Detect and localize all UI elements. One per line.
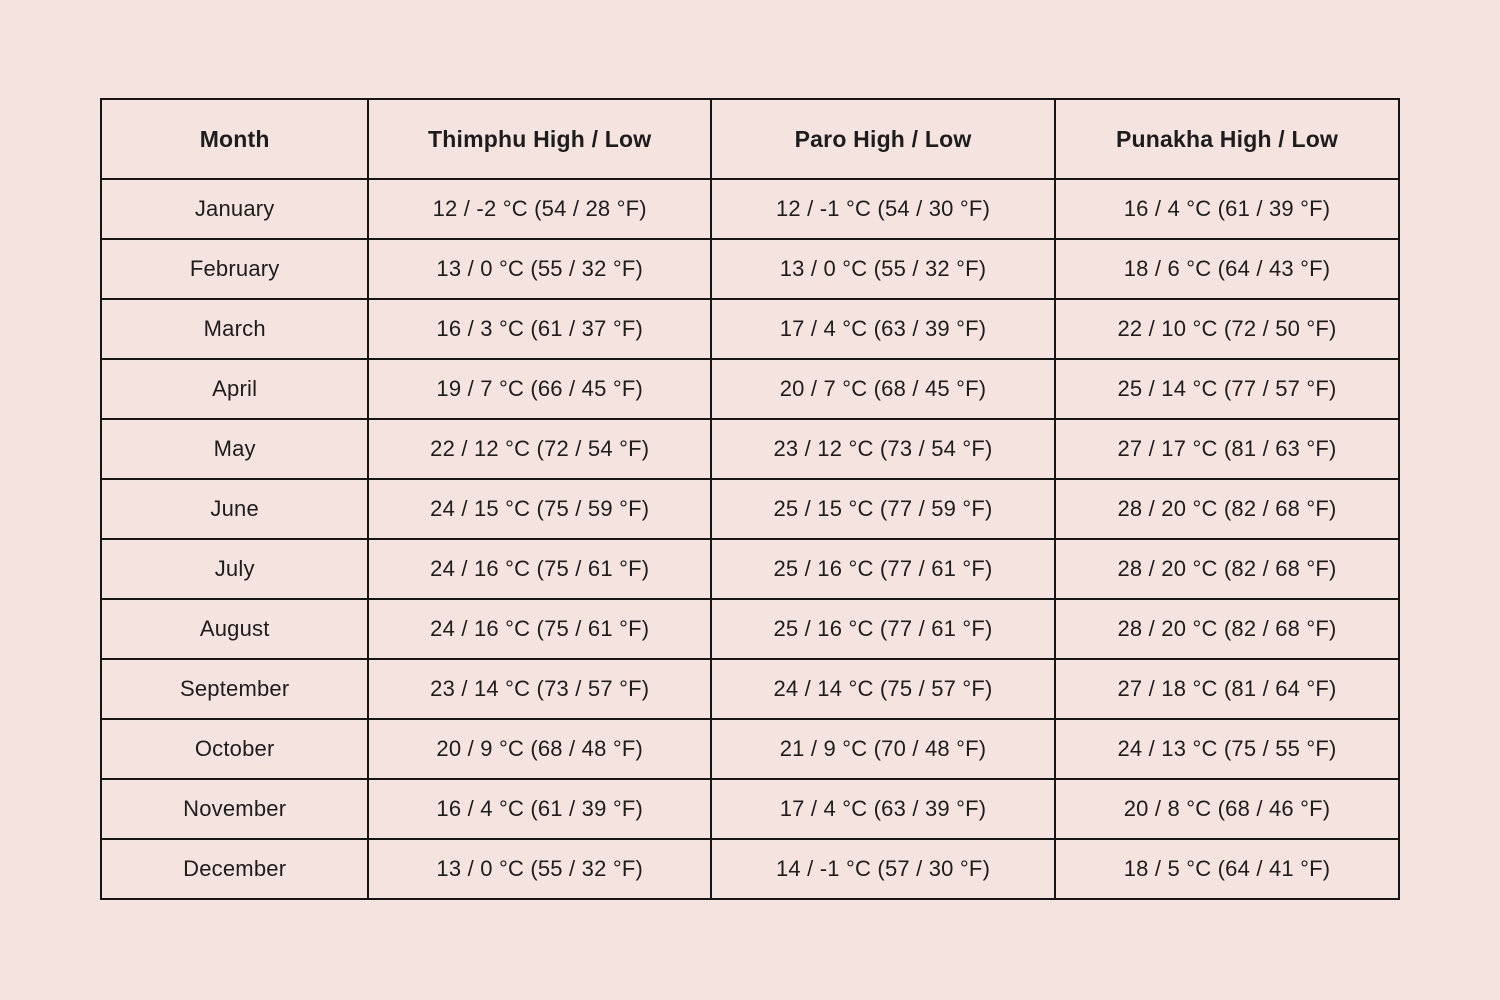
table-row: October 20 / 9 °C (68 / 48 °F) 21 / 9 °C… — [99, 718, 1400, 780]
table-row: June 24 / 15 °C (75 / 59 °F) 25 / 15 °C … — [99, 478, 1400, 540]
table-row: August 24 / 16 °C (75 / 61 °F) 25 / 16 °… — [99, 598, 1400, 660]
month-cell: October — [99, 718, 370, 780]
paro-cell: 17 / 4 °C (63 / 39 °F) — [710, 778, 1057, 840]
thimphu-cell: 23 / 14 °C (73 / 57 °F) — [367, 658, 713, 720]
table-row: March 16 / 3 °C (61 / 37 °F) 17 / 4 °C (… — [99, 298, 1400, 360]
punakha-cell: 18 / 6 °C (64 / 43 °F) — [1054, 238, 1400, 300]
month-cell: February — [99, 238, 370, 300]
table-row: May 22 / 12 °C (72 / 54 °F) 23 / 12 °C (… — [99, 418, 1400, 480]
month-cell: July — [99, 538, 370, 600]
table-header: Month Thimphu High / Low Paro High / Low… — [99, 98, 1400, 180]
thimphu-cell: 13 / 0 °C (55 / 32 °F) — [367, 838, 713, 900]
monthly-climate-table: Month Thimphu High / Low Paro High / Low… — [99, 98, 1400, 900]
month-cell: April — [99, 358, 370, 420]
thimphu-cell: 24 / 16 °C (75 / 61 °F) — [367, 598, 713, 660]
table-row: December 13 / 0 °C (55 / 32 °F) 14 / -1 … — [99, 838, 1400, 900]
table-row: November 16 / 4 °C (61 / 39 °F) 17 / 4 °… — [99, 778, 1400, 840]
thimphu-cell: 24 / 16 °C (75 / 61 °F) — [367, 538, 713, 600]
column-header-month: Month — [99, 98, 370, 180]
paro-cell: 14 / -1 °C (57 / 30 °F) — [710, 838, 1057, 900]
punakha-cell: 28 / 20 °C (82 / 68 °F) — [1054, 538, 1400, 600]
punakha-cell: 27 / 17 °C (81 / 63 °F) — [1054, 418, 1400, 480]
punakha-cell: 16 / 4 °C (61 / 39 °F) — [1054, 178, 1400, 240]
paro-cell: 12 / -1 °C (54 / 30 °F) — [710, 178, 1057, 240]
column-header-thimphu: Thimphu High / Low — [367, 98, 713, 180]
table-row: January 12 / -2 °C (54 / 28 °F) 12 / -1 … — [99, 178, 1400, 240]
punakha-cell: 24 / 13 °C (75 / 55 °F) — [1054, 718, 1400, 780]
paro-cell: 24 / 14 °C (75 / 57 °F) — [710, 658, 1057, 720]
month-cell: March — [99, 298, 370, 360]
header-row: Month Thimphu High / Low Paro High / Low… — [99, 98, 1400, 180]
month-cell: June — [99, 478, 370, 540]
column-header-punakha: Punakha High / Low — [1054, 98, 1400, 180]
punakha-cell: 18 / 5 °C (64 / 41 °F) — [1054, 838, 1400, 900]
month-cell: November — [99, 778, 370, 840]
paro-cell: 20 / 7 °C (68 / 45 °F) — [710, 358, 1057, 420]
table-row: September 23 / 14 °C (73 / 57 °F) 24 / 1… — [99, 658, 1400, 720]
table-row: February 13 / 0 °C (55 / 32 °F) 13 / 0 °… — [99, 238, 1400, 300]
paro-cell: 13 / 0 °C (55 / 32 °F) — [710, 238, 1057, 300]
month-cell: December — [99, 838, 370, 900]
paro-cell: 25 / 16 °C (77 / 61 °F) — [710, 598, 1057, 660]
table-row: July 24 / 16 °C (75 / 61 °F) 25 / 16 °C … — [99, 538, 1400, 600]
month-cell: September — [99, 658, 370, 720]
paro-cell: 17 / 4 °C (63 / 39 °F) — [710, 298, 1057, 360]
table-row: April 19 / 7 °C (66 / 45 °F) 20 / 7 °C (… — [99, 358, 1400, 420]
thimphu-cell: 24 / 15 °C (75 / 59 °F) — [367, 478, 713, 540]
paro-cell: 25 / 16 °C (77 / 61 °F) — [710, 538, 1057, 600]
punakha-cell: 20 / 8 °C (68 / 46 °F) — [1054, 778, 1400, 840]
table-body: January 12 / -2 °C (54 / 28 °F) 12 / -1 … — [99, 178, 1400, 900]
paro-cell: 21 / 9 °C (70 / 48 °F) — [710, 718, 1057, 780]
paro-cell: 23 / 12 °C (73 / 54 °F) — [710, 418, 1057, 480]
punakha-cell: 22 / 10 °C (72 / 50 °F) — [1054, 298, 1400, 360]
thimphu-cell: 16 / 3 °C (61 / 37 °F) — [367, 298, 713, 360]
paro-cell: 25 / 15 °C (77 / 59 °F) — [710, 478, 1057, 540]
punakha-cell: 27 / 18 °C (81 / 64 °F) — [1054, 658, 1400, 720]
thimphu-cell: 19 / 7 °C (66 / 45 °F) — [367, 358, 713, 420]
thimphu-cell: 12 / -2 °C (54 / 28 °F) — [367, 178, 713, 240]
punakha-cell: 28 / 20 °C (82 / 68 °F) — [1054, 598, 1400, 660]
thimphu-cell: 16 / 4 °C (61 / 39 °F) — [367, 778, 713, 840]
thimphu-cell: 13 / 0 °C (55 / 32 °F) — [367, 238, 713, 300]
month-cell: January — [99, 178, 370, 240]
punakha-cell: 25 / 14 °C (77 / 57 °F) — [1054, 358, 1400, 420]
punakha-cell: 28 / 20 °C (82 / 68 °F) — [1054, 478, 1400, 540]
thimphu-cell: 20 / 9 °C (68 / 48 °F) — [367, 718, 713, 780]
month-cell: August — [99, 598, 370, 660]
column-header-paro: Paro High / Low — [710, 98, 1057, 180]
thimphu-cell: 22 / 12 °C (72 / 54 °F) — [367, 418, 713, 480]
month-cell: May — [99, 418, 370, 480]
